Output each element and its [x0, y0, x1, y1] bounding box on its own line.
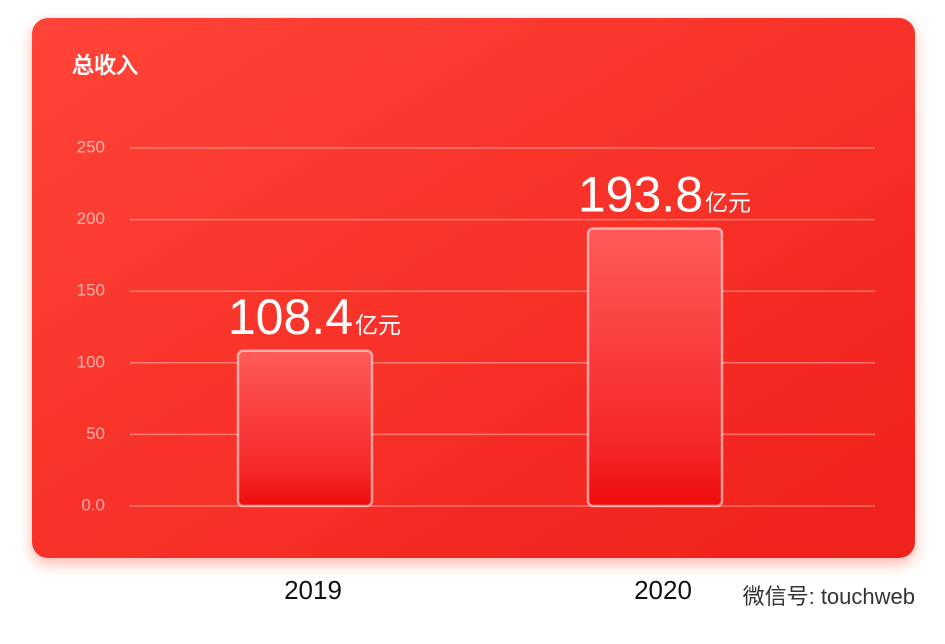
bar [236, 349, 374, 508]
y-tick-label: 100 [77, 352, 105, 371]
card [32, 18, 915, 558]
y-tick-label: 50 [86, 424, 105, 443]
x-tick-label: 2020 [634, 575, 692, 605]
value-label: 108.4 [228, 289, 353, 345]
value-unit: 亿元 [705, 190, 751, 216]
y-tick-label: 200 [77, 209, 105, 228]
chart-title: 总收入 [72, 53, 138, 78]
value-label: 193.8 [578, 167, 703, 223]
value-unit: 亿元 [355, 312, 401, 338]
y-tick-label: 250 [77, 137, 105, 156]
y-tick-label: 0.0 [81, 495, 105, 514]
x-tick-label: 2019 [284, 575, 342, 605]
watermark: 微信号: touchweb [743, 584, 915, 609]
bar [586, 227, 724, 508]
y-tick-label: 150 [77, 281, 105, 300]
